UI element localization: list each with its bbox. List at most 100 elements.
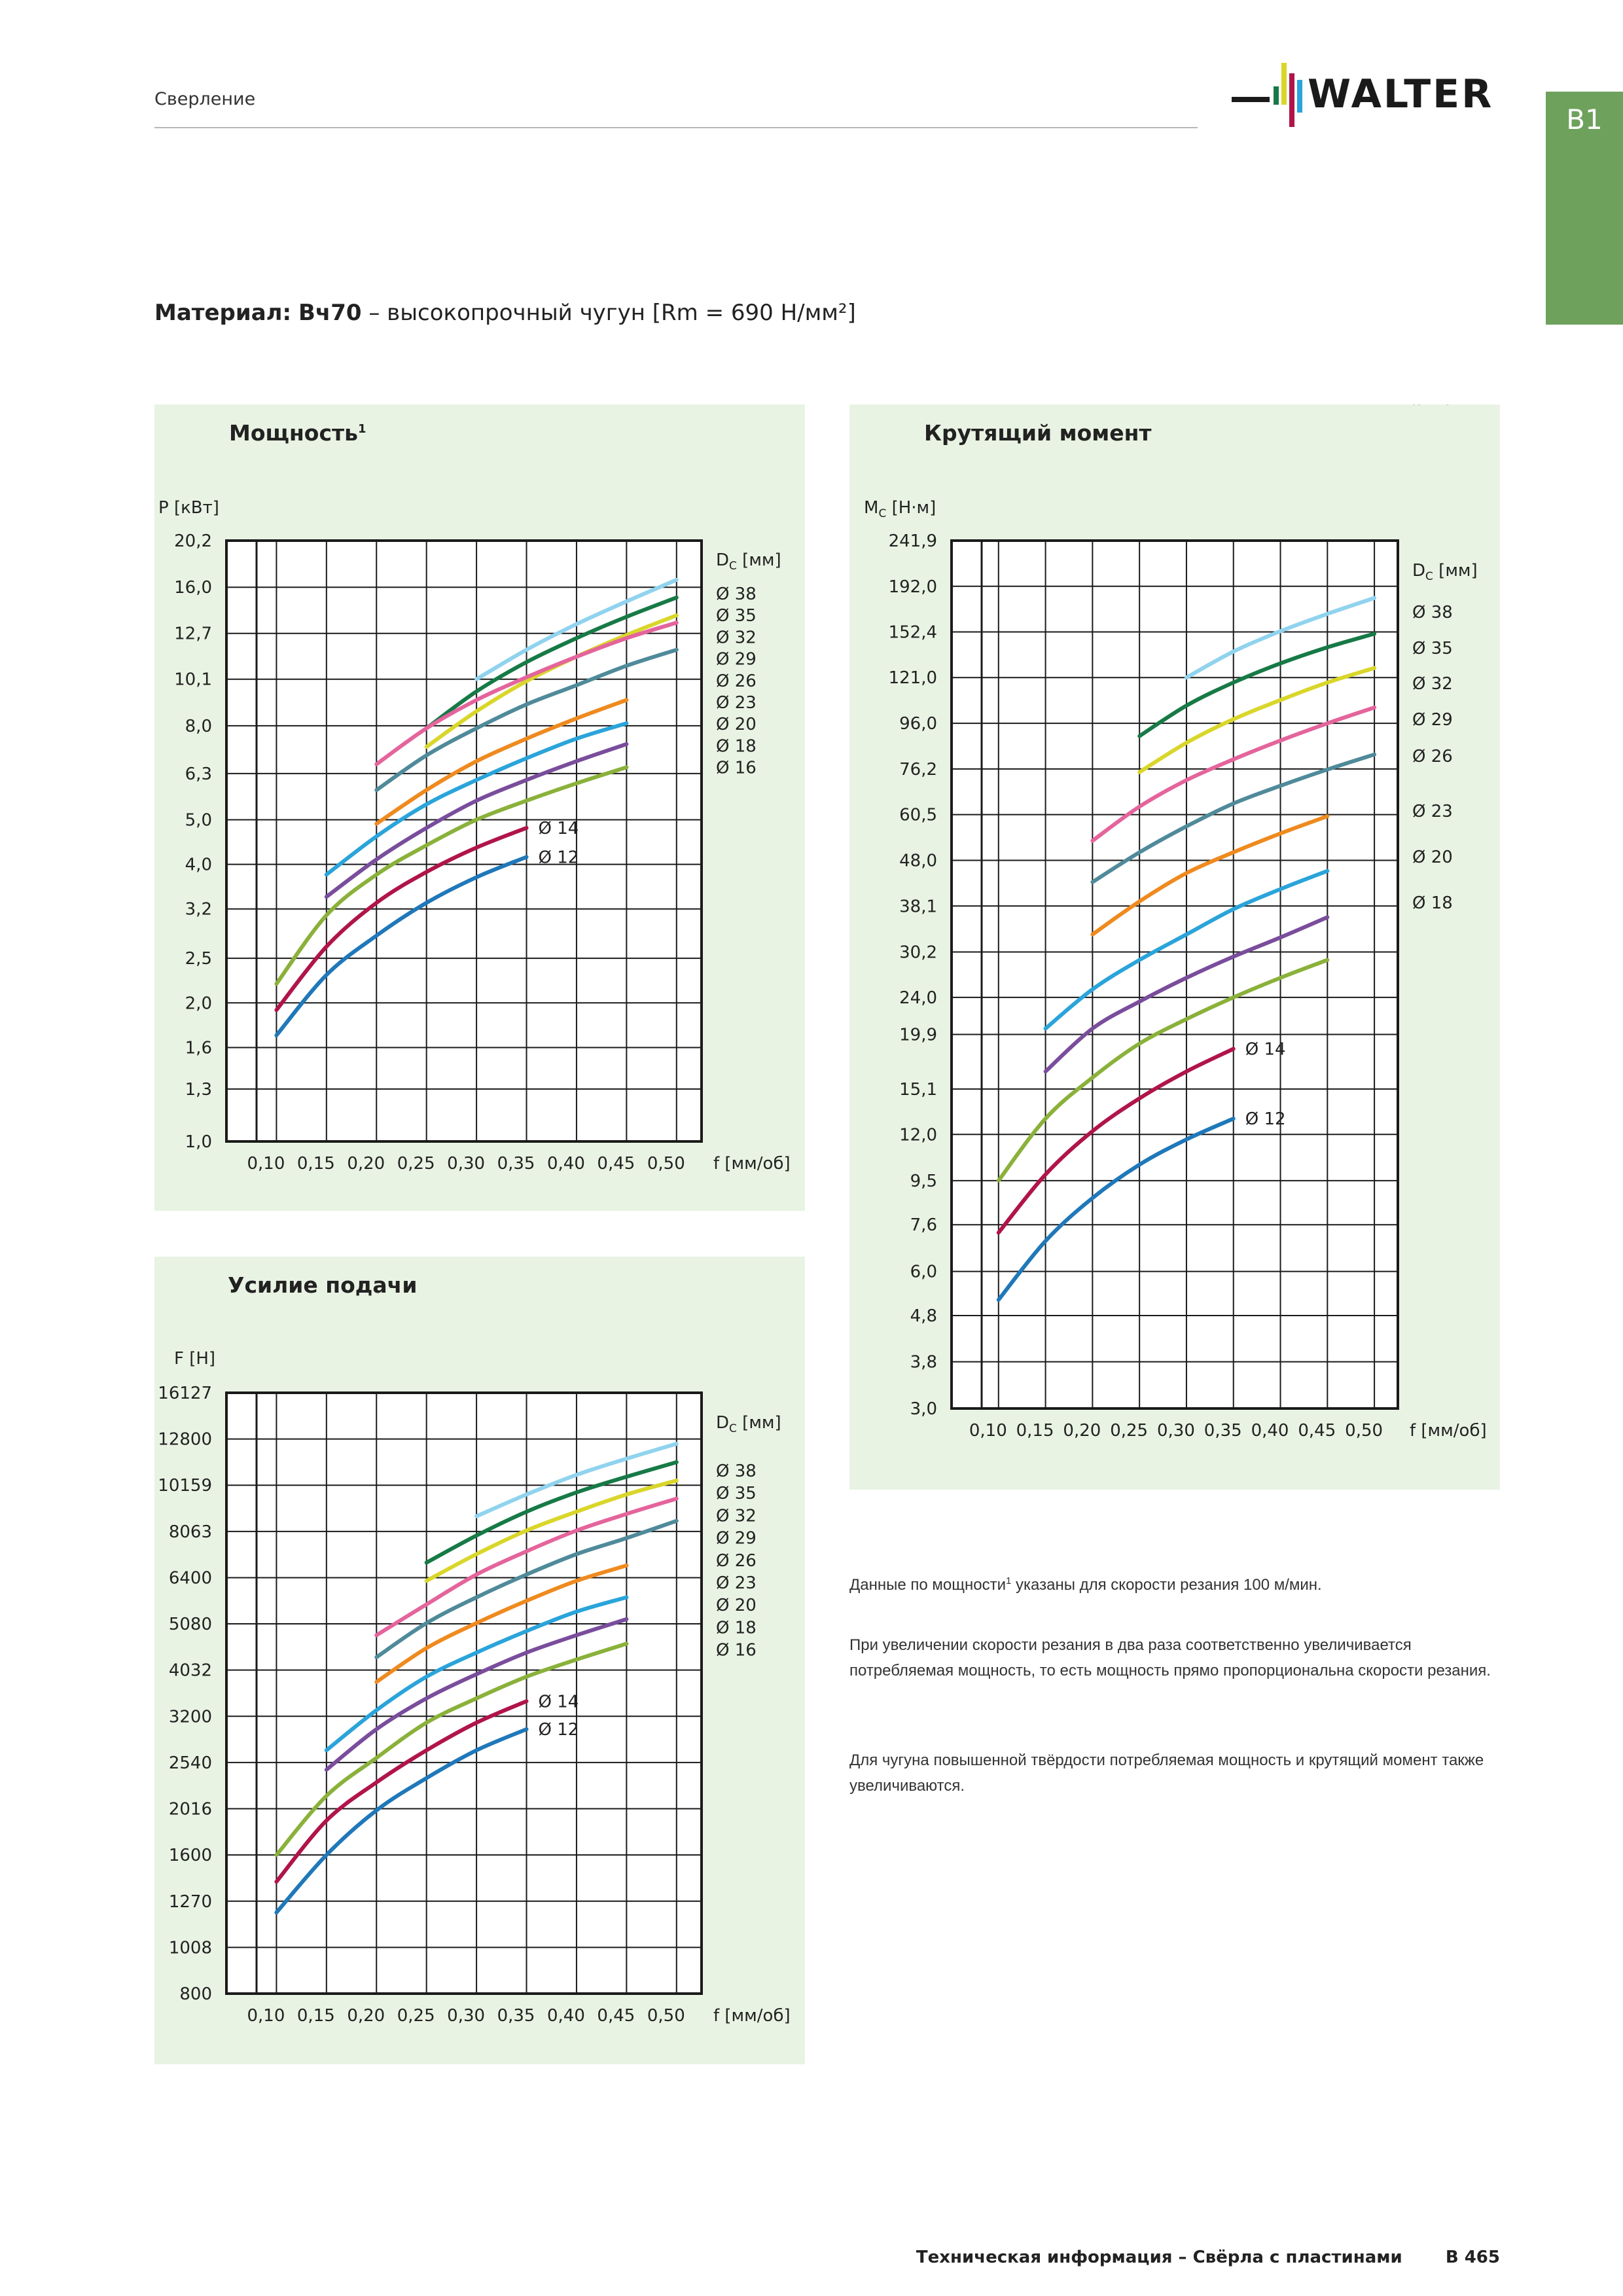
page-number: B 465	[1445, 2248, 1500, 2267]
legend-entry: Ø 32	[1412, 674, 1453, 694]
legend-entry: Ø 26	[1412, 747, 1453, 766]
y-tick-label: 6,3	[185, 764, 212, 784]
x-tick-label: 0,10	[247, 1154, 285, 1174]
torque-chart-title: Крутящий момент	[924, 420, 1152, 446]
y-tick-label: 152,4	[889, 623, 937, 643]
material-description: – высокопрочный чугун [Rm = 690 Н/мм²]	[368, 300, 856, 326]
legend-entry: Ø 38	[716, 584, 757, 604]
footer-title: Техническая информация – Свёрла с пласти…	[916, 2248, 1402, 2267]
y-tick-label: 30,2	[899, 942, 937, 962]
series-end-label: Ø 14	[1245, 1040, 1286, 1060]
note-power-speed: Данные по мощности1 указаны для скорости…	[849, 1575, 1322, 1594]
legend-entry: Ø 18	[716, 1618, 757, 1638]
feed-force-chart: 800 1008 1270 1600 2016 2540 3200 4032 5080 6400 8…	[158, 1349, 791, 2026]
y-tick-label: 6,0	[910, 1263, 937, 1282]
y-tick-label: 192,0	[889, 577, 937, 597]
plot-frame	[950, 539, 1399, 1410]
material-line: Материал: Вч70 – высокопрочный чугун [Rm…	[154, 300, 856, 326]
plot-frame	[225, 539, 703, 1143]
legend-entry: Ø 32	[716, 628, 757, 647]
series-line-14	[274, 1699, 529, 1884]
series-line-14	[274, 825, 529, 1013]
y-tick-label: 1270	[169, 1892, 212, 1912]
series-line-18	[324, 1617, 629, 1772]
series-line-23	[374, 1563, 629, 1684]
series-line-26	[374, 1518, 679, 1659]
series-line-12	[996, 1117, 1236, 1302]
y-tick-label: 12,7	[174, 624, 212, 644]
legend-entry: Ø 29	[1412, 710, 1453, 730]
x-tick-label: 0,15	[297, 1154, 335, 1174]
y-tick-label: 1,3	[185, 1080, 212, 1100]
x-tick-label: 0,25	[397, 1154, 435, 1174]
y-tick-label: 3200	[169, 1707, 212, 1727]
x-tick-label: 0,25	[1110, 1421, 1148, 1441]
power-title-footnote: 1	[358, 422, 366, 436]
y-tick-label: 5080	[169, 1615, 212, 1634]
legend-entry: Ø 20	[716, 715, 757, 734]
x-axis-label: f [мм/об]	[1410, 1421, 1487, 1441]
legend-entry: Ø 23	[1412, 802, 1453, 821]
y-tick-label: 1008	[169, 1938, 212, 1958]
y-tick-label: 38,1	[899, 897, 937, 916]
x-tick-label: 0,15	[1016, 1421, 1054, 1441]
plot-frame	[225, 1391, 703, 1995]
y-tick-label: 20,2	[174, 531, 212, 551]
legend-entry: Ø 29	[716, 1529, 757, 1549]
plot-area	[226, 1393, 702, 1994]
y-tick-label: 2,0	[185, 994, 212, 1013]
series-line-12	[274, 1727, 529, 1915]
x-tick-label: 0,35	[497, 1154, 535, 1174]
series-line-20	[324, 1595, 629, 1753]
series-line-20	[324, 721, 629, 877]
y-tick-label: 8063	[169, 1522, 212, 1542]
y-tick-label: 4032	[169, 1661, 212, 1681]
y-tick-label: 10,1	[174, 670, 212, 690]
note-hardness: Для чугуна повышенной твёрдости потребля…	[849, 1751, 1484, 1795]
plot-area	[952, 541, 1398, 1408]
series-end-label: Ø 14	[539, 819, 579, 838]
x-axis-label: f [мм/об]	[713, 1154, 791, 1174]
legend-entry: Ø 20	[1412, 848, 1453, 867]
y-tick-label: 10159	[158, 1476, 212, 1496]
power-chart: 1,0 1,3 1,6 2,0 2,5 3,2 4,0 5,0 6,3 8,0 10,1 12,7 16…	[158, 498, 791, 1174]
y-tick-label: 3,2	[185, 900, 212, 920]
series-line-26	[374, 647, 679, 793]
series-line-32	[1137, 666, 1377, 774]
chapter-tab[interactable]: B1	[1546, 92, 1623, 325]
x-tick-label: 0,25	[397, 2006, 435, 2026]
series-line-38	[1184, 596, 1377, 680]
legend-entry: Ø 23	[716, 693, 757, 713]
y-tick-label: 4,0	[185, 855, 212, 875]
y-axis-label: P [кВт]	[158, 498, 219, 518]
series-line-16	[274, 765, 629, 986]
x-tick-label: 0,40	[547, 1154, 585, 1174]
header-rule	[154, 127, 1198, 128]
material-grade: Вч70	[298, 300, 362, 326]
y-tick-label: 1,6	[185, 1038, 212, 1058]
x-axis-label: f [мм/об]	[713, 2006, 791, 2026]
series-line-35	[424, 595, 679, 730]
x-tick-label: 0,15	[297, 2006, 335, 2026]
y-tick-label: 2016	[169, 1800, 212, 1820]
footer: Техническая информация – Свёрла с пласти…	[916, 2248, 1500, 2267]
legend-entry: Ø 35	[716, 1484, 757, 1503]
x-tick-label: 0,30	[447, 1154, 485, 1174]
plot-area	[226, 541, 702, 1141]
series-end-label: Ø 12	[539, 848, 579, 867]
legend-entry: Ø 35	[1412, 639, 1453, 658]
torque-chart: 3,0 3,8 4,8 6,0 7,6 9,5 12,0 15,1 19,9 24,0 30,2 38…	[864, 404, 1487, 1441]
y-tick-label: 6400	[169, 1568, 212, 1588]
y-tick-label: 12,0	[899, 1125, 937, 1145]
y-tick-label: 7,6	[910, 1215, 937, 1235]
legend-entry: Ø 16	[716, 759, 757, 778]
material-label: Материал:	[154, 300, 292, 326]
series-line-29	[374, 620, 679, 766]
x-tick-label: 0,50	[647, 1154, 685, 1174]
legend-entry: Ø 18	[716, 736, 757, 756]
legend-entry: Ø 23	[716, 1573, 757, 1593]
legend-entry: Ø 38	[1412, 603, 1453, 622]
x-tick-label: 0,35	[497, 2006, 535, 2026]
x-tick-label: 0,50	[1345, 1421, 1383, 1441]
y-tick-label: 16127	[158, 1384, 212, 1403]
